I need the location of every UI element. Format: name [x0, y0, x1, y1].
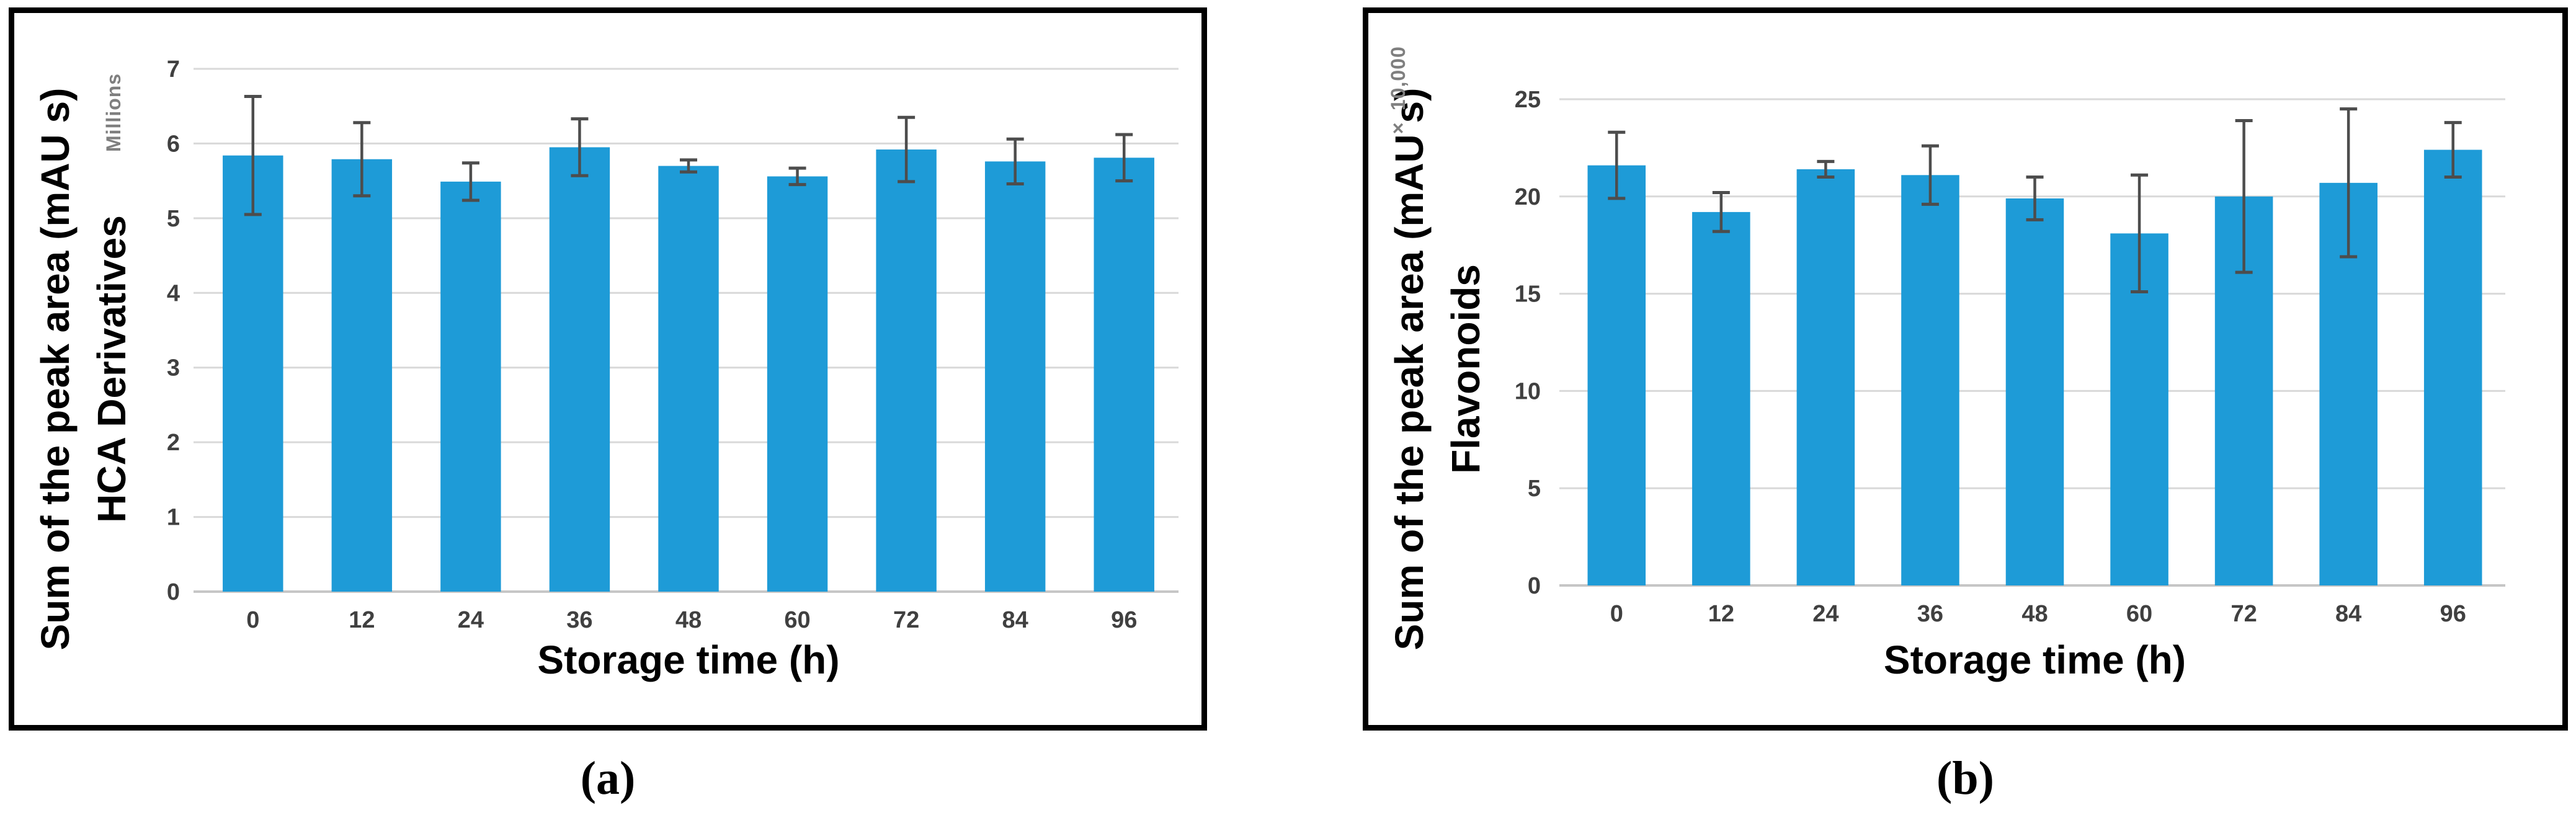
bar-a-24 [440, 181, 501, 592]
x-axis-title-b: Storage time (h) [1883, 638, 2186, 682]
chart-panel-b: Sum of the peak area (mAU s) Flavonoids … [1363, 7, 2568, 731]
y-tick-label-b-25: 25 [1515, 87, 1541, 113]
y-tick-label-a-3: 3 [167, 355, 180, 381]
x-tick-label-a-12: 12 [349, 607, 375, 633]
y-tick-label-a-5: 5 [167, 206, 180, 232]
x-tick-label-b-72: 72 [2231, 601, 2257, 627]
bar-a-96 [1094, 158, 1154, 592]
x-tick-label-b-96: 96 [2440, 601, 2466, 627]
bar-b-48 [2005, 198, 2064, 585]
x-tick-label-b-12: 12 [1708, 601, 1734, 627]
bar-b-0 [1587, 165, 1646, 585]
y-tick-label-b-5: 5 [1528, 476, 1541, 502]
bar-a-60 [767, 176, 828, 592]
x-tick-label-a-96: 96 [1111, 607, 1137, 633]
x-tick-label-a-60: 60 [784, 607, 810, 633]
y-tick-label-a-4: 4 [167, 280, 180, 306]
caption-a: (a) [580, 752, 636, 804]
x-tick-label-a-72: 72 [893, 607, 919, 633]
x-tick-label-b-48: 48 [2021, 601, 2048, 627]
caption-b: (b) [1936, 752, 1994, 804]
x-tick-label-b-60: 60 [2126, 601, 2152, 627]
y-tick-label-b-0: 0 [1528, 573, 1541, 599]
x-tick-label-b-36: 36 [1917, 601, 1943, 627]
x-tick-label-b-0: 0 [1610, 601, 1623, 627]
y-tick-label-a-0: 0 [167, 579, 180, 605]
y-tick-label-a-1: 1 [167, 505, 180, 531]
bar-b-36 [1901, 175, 1959, 586]
bar-a-84 [984, 161, 1046, 592]
y-tick-label-a-7: 7 [167, 56, 180, 82]
y-tick-label-b-20: 20 [1515, 184, 1541, 210]
x-tick-label-b-24: 24 [1812, 601, 1838, 627]
y-tick-label-a-2: 2 [167, 430, 180, 456]
bar-a-12 [331, 159, 393, 592]
bar-b-24 [1796, 169, 1855, 585]
bar-b-96 [2423, 149, 2482, 585]
bar-a-0 [223, 155, 283, 592]
bar-chart-b-canvas: 0 5 10 15 20 25 0 12 24 36 48 60 72 84 96 [1515, 87, 2505, 627]
y-tick-label-a-6: 6 [167, 131, 180, 157]
bar-a-72 [876, 149, 937, 592]
bar-a-36 [549, 147, 610, 592]
bar-a-48 [658, 166, 719, 592]
x-axis-title-a: Storage time (h) [537, 638, 840, 682]
x-tick-label-b-84: 84 [2335, 601, 2361, 627]
x-tick-label-a-48: 48 [675, 607, 702, 633]
x-tick-label-a-24: 24 [458, 607, 484, 633]
chart-panel-a: Sum of the peak area (mAU s) HCA Derivat… [9, 7, 1207, 731]
y-tick-label-b-15: 15 [1515, 282, 1541, 308]
x-tick-label-a-84: 84 [1002, 607, 1028, 633]
y-tick-label-b-10: 10 [1515, 378, 1541, 404]
x-tick-label-a-36: 36 [566, 607, 592, 633]
bar-b-12 [1692, 211, 1750, 585]
x-tick-label-a-0: 0 [246, 607, 259, 633]
